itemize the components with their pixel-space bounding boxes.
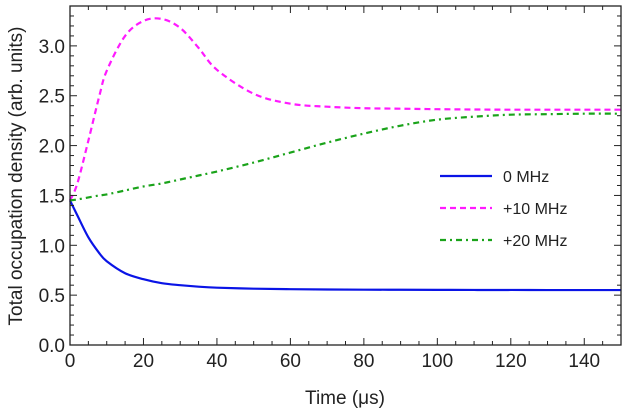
y-tick-label: 1.5 <box>39 186 65 207</box>
y-tick-label: 0.5 <box>39 286 65 307</box>
legend: 0 MHz +10 MHz +20 MHz <box>440 169 567 250</box>
series-line-10mhz <box>68 17 621 201</box>
x-tick-label: 100 <box>421 351 453 372</box>
y-tick-label: 1.0 <box>39 236 65 257</box>
x-tick-label: 0 <box>65 351 76 372</box>
legend-label-0mhz: 0 MHz <box>503 169 549 186</box>
x-axis-title: Time (μs) <box>305 388 385 409</box>
y-tick-label: 2.0 <box>39 137 65 158</box>
x-tick-label: 80 <box>353 351 374 372</box>
x-tick-label: 120 <box>495 351 527 372</box>
x-tick-label: 40 <box>206 351 227 372</box>
plot-series <box>68 17 622 292</box>
y-tick-label: 0.0 <box>39 336 65 357</box>
legend-label-20mhz: +20 MHz <box>503 233 567 250</box>
y-tick-label: 3.0 <box>39 37 65 58</box>
y-tick-label: 2.5 <box>39 87 65 108</box>
series-line-0mhz <box>69 199 621 292</box>
x-axis-tick-labels: 0 20 40 60 80 100 120 140 <box>65 351 600 372</box>
x-tick-label: 140 <box>568 351 600 372</box>
x-tick-label: 20 <box>133 351 154 372</box>
series-line-20mhz <box>69 112 622 202</box>
y-axis-tick-labels: 0.0 0.5 1.0 1.5 2.0 2.5 3.0 <box>39 37 65 357</box>
axis-ticks <box>69 5 622 346</box>
y-axis-title: Total occupation density (arb. units) <box>6 27 27 326</box>
legend-label-10mhz: +10 MHz <box>503 201 567 218</box>
x-tick-label: 60 <box>280 351 301 372</box>
